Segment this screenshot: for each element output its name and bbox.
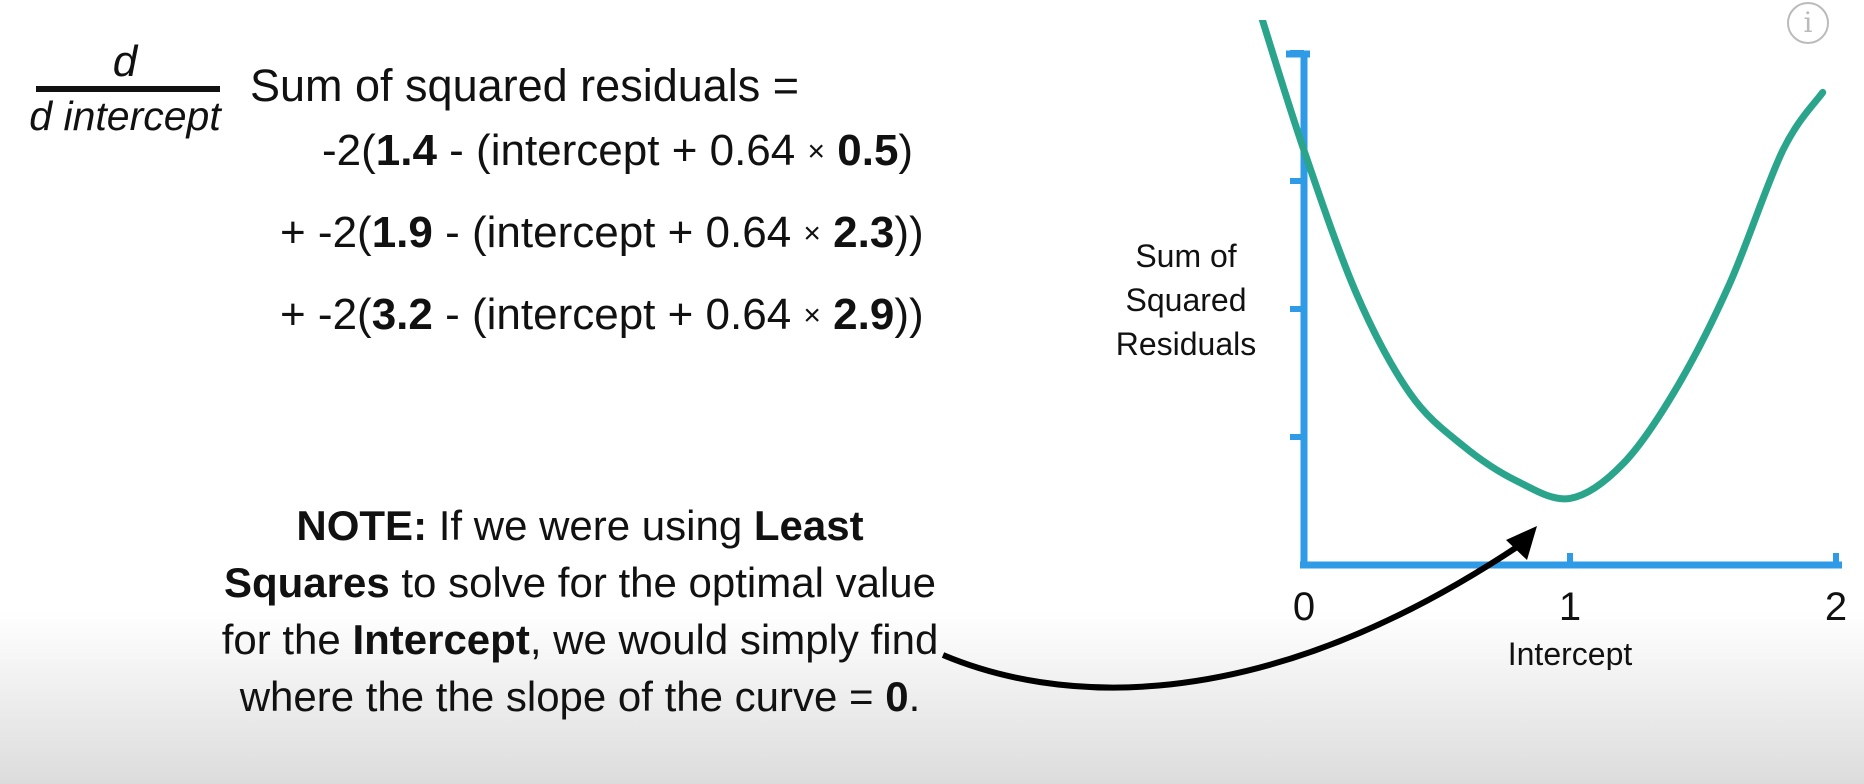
equation-line-1: -2(1.4 - (intercept + 0.64 × 0.5) (322, 126, 914, 175)
y-axis-label-line: Squared (1126, 282, 1247, 318)
x-value: 2.3 (833, 208, 895, 257)
observed-value: 1.9 (371, 208, 433, 257)
chart-axes (1286, 50, 1842, 569)
y-axis-label: Sum of Squared Residuals (1116, 238, 1257, 362)
equation-title: Sum of squared residuals = (250, 60, 800, 111)
x-value: 2.9 (833, 290, 895, 339)
x-tick-label: 2 (1825, 585, 1847, 629)
multiply-sign: × (803, 217, 821, 250)
ssr-curve (1258, 20, 1827, 503)
y-axis-label-line: Sum of (1135, 238, 1236, 274)
multiply-sign: × (807, 135, 826, 168)
y-axis-label-line: Residuals (1116, 326, 1257, 362)
multiply-sign: × (803, 299, 821, 332)
x-tick-label: 1 (1559, 585, 1581, 629)
note-text: NOTE: If we were using Least Squares to … (221, 502, 939, 720)
fraction-bar (36, 86, 220, 92)
equation-line-2: + -2(1.9 - (intercept + 0.64 × 2.3)) (280, 208, 924, 257)
ssr-chart: Sum of Squared Residuals 0 1 2 Intercept (1116, 20, 1847, 670)
x-value: 0.5 (837, 126, 899, 175)
equation-line-3: + -2(3.2 - (intercept + 0.64 × 2.9)) (280, 290, 924, 339)
y-ticks (1290, 50, 1304, 440)
info-icon[interactable]: i (1787, 2, 1829, 44)
x-tick-label: 0 (1293, 585, 1315, 629)
observed-value: 3.2 (371, 290, 433, 339)
derivative-fraction: d d intercept (10, 40, 250, 140)
x-axis-label: Intercept (1508, 636, 1633, 670)
observed-value: 1.4 (375, 126, 437, 175)
fraction-numerator: d (112, 37, 138, 86)
note-label: NOTE: (296, 502, 428, 549)
fraction-denominator: d intercept (29, 93, 221, 139)
